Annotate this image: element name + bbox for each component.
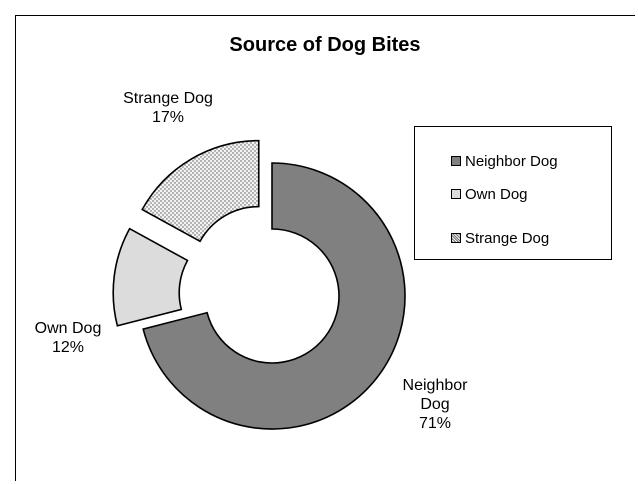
legend-item-neighbor-dog: Neighbor Dog [451,151,558,171]
slice-own-dog [112,227,189,327]
slice-neighbor-dog [142,162,406,430]
slice-label-strange-dog: Strange Dog 17% [123,90,213,126]
legend: Neighbor Dog Own Dog Strange Dog [414,126,612,260]
legend-swatch-own-dog [451,189,461,199]
legend-item-strange-dog: Strange Dog [451,228,549,248]
legend-label-own-dog: Own Dog [465,185,528,203]
chart-title: Source of Dog Bites [229,34,421,56]
legend-label-neighbor-dog: Neighbor Dog [465,152,558,170]
legend-item-own-dog: Own Dog [451,184,528,204]
slice-strange-dog [141,139,260,243]
chart-area [15,15,635,481]
slice-label-neighbor-dog: Neighbor Dog 71% [403,377,469,432]
legend-swatch-neighbor-dog [451,156,461,166]
legend-swatch-strange-dog [451,233,461,243]
legend-label-strange-dog: Strange Dog [465,229,550,247]
slice-label-own-dog: Own Dog 12% [35,320,102,356]
